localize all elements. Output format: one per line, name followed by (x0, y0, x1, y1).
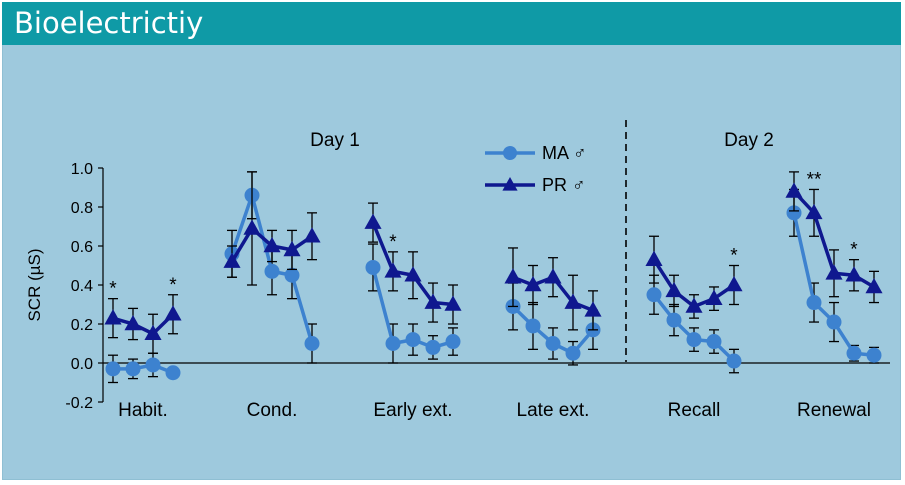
point-ma (425, 339, 441, 355)
phase-label: Habit. (118, 400, 168, 421)
y-tick-label: 0.0 (71, 356, 93, 373)
point-ma (105, 361, 121, 377)
point-ma (866, 347, 882, 363)
point-ma (165, 365, 181, 381)
y-tick-label: 1.0 (71, 161, 93, 178)
point-ma (125, 361, 141, 377)
point-pr (725, 276, 743, 292)
day-1-label: Day 1 (310, 130, 360, 151)
point-pr (665, 281, 683, 298)
y-tick-label: 0.6 (71, 239, 93, 256)
y-tick-label: -0.2 (65, 395, 93, 412)
significance-star: * (109, 279, 117, 300)
point-pr (444, 295, 462, 311)
point-pr (785, 182, 803, 198)
point-pr (564, 293, 582, 309)
legend-marker-pr (502, 177, 518, 191)
significance-star: * (730, 246, 738, 267)
point-ma (826, 314, 842, 330)
slide-title: Bioelectrictiy (14, 6, 204, 40)
point-pr (825, 264, 843, 280)
point-pr (524, 276, 542, 292)
point-ma (405, 332, 421, 348)
point-pr (504, 268, 522, 284)
point-ma (846, 345, 862, 361)
point-ma (445, 334, 461, 350)
point-pr (124, 315, 142, 331)
point-pr (283, 240, 301, 257)
legend-label-ma: MA ♂ (542, 143, 587, 163)
point-ma (284, 267, 300, 283)
point-pr (805, 203, 823, 220)
point-pr (404, 266, 422, 282)
point-pr (424, 293, 442, 309)
point-ma (646, 287, 662, 303)
point-pr (303, 227, 321, 243)
point-pr (685, 297, 703, 313)
series-line-ma (113, 363, 174, 375)
point-pr (144, 324, 162, 341)
point-ma (565, 345, 581, 361)
significance-star: * (389, 232, 397, 253)
point-pr (645, 250, 663, 266)
point-pr (584, 301, 602, 317)
series-line-pr (112, 312, 175, 336)
significance-star: * (169, 275, 177, 296)
point-ma (686, 332, 702, 348)
point-ma (304, 336, 320, 351)
point-ma (365, 259, 381, 275)
significance-star: ** (807, 169, 822, 190)
slide-background (2, 2, 901, 480)
point-ma (806, 295, 822, 311)
legend-marker-ma (503, 146, 517, 160)
point-ma (525, 318, 541, 334)
point-ma (264, 263, 280, 279)
point-pr (364, 213, 382, 229)
y-tick-label: 0.8 (71, 200, 93, 217)
significance-star: * (850, 240, 858, 261)
point-pr (845, 266, 863, 282)
point-pr (544, 268, 562, 284)
y-tick-label: 0.4 (71, 278, 93, 295)
point-ma (786, 205, 802, 221)
phase-label: Late ext. (517, 400, 590, 421)
title-bar: Bioelectrictiy (2, 2, 901, 45)
point-ma (706, 334, 722, 350)
y-tick-label: 0.2 (71, 317, 93, 334)
point-ma (726, 353, 742, 369)
phase-label: Renewal (797, 400, 871, 421)
point-pr (164, 305, 182, 321)
point-ma (666, 312, 682, 328)
point-pr (384, 262, 402, 278)
point-ma (385, 336, 401, 351)
point-ma (145, 357, 161, 373)
phase-label: Recall (668, 400, 721, 421)
point-pr (263, 237, 281, 253)
point-pr (865, 277, 883, 294)
phase-label: Early ext. (373, 400, 452, 421)
point-pr (705, 289, 723, 305)
phase-label: Cond. (247, 400, 298, 421)
point-ma (545, 336, 561, 351)
point-pr (243, 219, 261, 235)
legend-label-pr: PR ♂ (542, 175, 586, 195)
point-pr (223, 252, 241, 268)
point-pr (104, 309, 122, 325)
day-2-label: Day 2 (724, 130, 774, 151)
y-axis-title: SCR (µS) (25, 248, 44, 321)
